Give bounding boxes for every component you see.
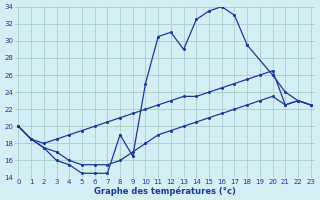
- X-axis label: Graphe des températures (°c): Graphe des températures (°c): [94, 186, 236, 196]
